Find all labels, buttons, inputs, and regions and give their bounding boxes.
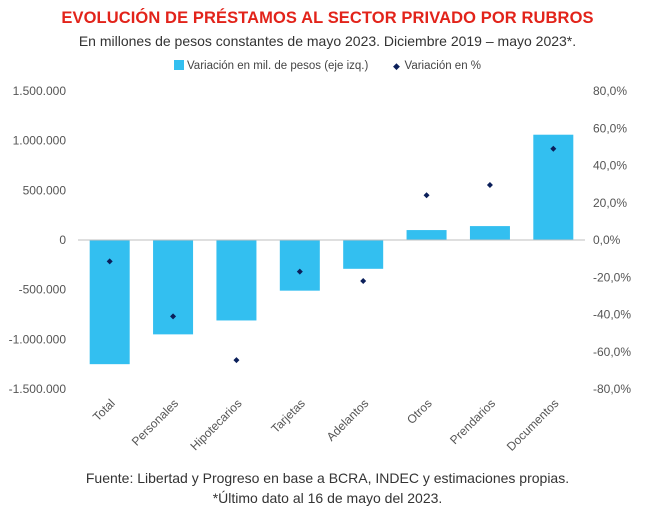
legend-diamond-marker: ◆: [393, 61, 400, 71]
bar-personales: [153, 240, 194, 335]
legend-points-label: Variación en %: [404, 60, 482, 72]
x-tick-label: Documentos: [504, 396, 562, 454]
y-left-tick-label: 1.500.000: [13, 84, 67, 98]
y-left-tick-label: -1.000.000: [9, 332, 67, 346]
bar-prendarios: [469, 226, 510, 240]
point-personales: [170, 313, 177, 320]
chart-legend: Variación en mil. de pesos (eje izq.) ◆ V…: [0, 60, 655, 72]
legend-item-points: ◆ Variación en %: [392, 60, 482, 72]
y-left-tick-label: 500.000: [23, 183, 67, 197]
chart-subtitle: En millones de pesos constantes de mayo …: [78, 33, 577, 49]
x-tick-label: Adelantos: [324, 396, 372, 444]
point-hipotecarios: [233, 357, 240, 364]
y-right-tick-label: -40,0%: [593, 308, 631, 322]
chart-plot-area: 1.500.000 1.000.000 500.000 0 -500.000 -1.000…: [9, 84, 632, 454]
x-tick-label: Otros: [404, 396, 435, 427]
legend-bar-swatch: [173, 60, 184, 70]
y-left-tick-label: 0: [59, 233, 66, 247]
x-tick-label: Total: [90, 396, 118, 424]
x-tick-label: Tarjetas: [268, 396, 308, 436]
legend-item-bars: Variación en mil. de pesos (eje izq.): [173, 60, 369, 72]
y-right-tick-label: 0,0%: [593, 233, 621, 247]
bar-documentos: [533, 134, 574, 240]
bar-otros: [406, 230, 447, 240]
bar-tarjetas: [279, 240, 320, 291]
y-left-tick-label: 1.000.000: [13, 134, 67, 148]
x-tick-label: Hipotecarios: [187, 396, 244, 453]
y-right-tick-label: -80,0%: [593, 382, 631, 396]
point-documentos: [550, 145, 557, 152]
y-right-tick-label: 60,0%: [593, 121, 627, 135]
bar-adelantos: [343, 240, 384, 269]
legend-bar-label: Variación en mil. de pesos (eje izq.): [186, 60, 369, 72]
y-left-tick-label: -1.500.000: [9, 382, 67, 396]
point-otros: [423, 192, 430, 199]
point-prendarios: [486, 182, 493, 189]
x-tick-label: Prendarios: [447, 396, 498, 447]
x-tick-label: Personales: [129, 396, 181, 448]
y-right-tick-label: -20,0%: [593, 270, 631, 284]
chart-footnote: *Último dato al 16 de mayo del 2023.: [212, 490, 443, 506]
y-right-tick-label: -60,0%: [593, 345, 631, 359]
chart-source: Fuente: Libertad y Progreso en base a BC…: [85, 470, 570, 486]
y-left-tick-label: -500.000: [19, 283, 67, 297]
point-tarjetas: [296, 268, 303, 275]
point-adelantos: [360, 277, 367, 284]
point-total: [106, 258, 113, 265]
chart-title: EVOLUCIÓN DE PRÉSTAMOS AL SECTOR PRIVADO…: [61, 9, 594, 27]
y-right-tick-label: 20,0%: [593, 196, 627, 210]
y-right-tick-label: 80,0%: [593, 84, 627, 98]
y-right-tick-label: 40,0%: [593, 159, 627, 173]
bar-hipotecarios: [216, 240, 257, 321]
